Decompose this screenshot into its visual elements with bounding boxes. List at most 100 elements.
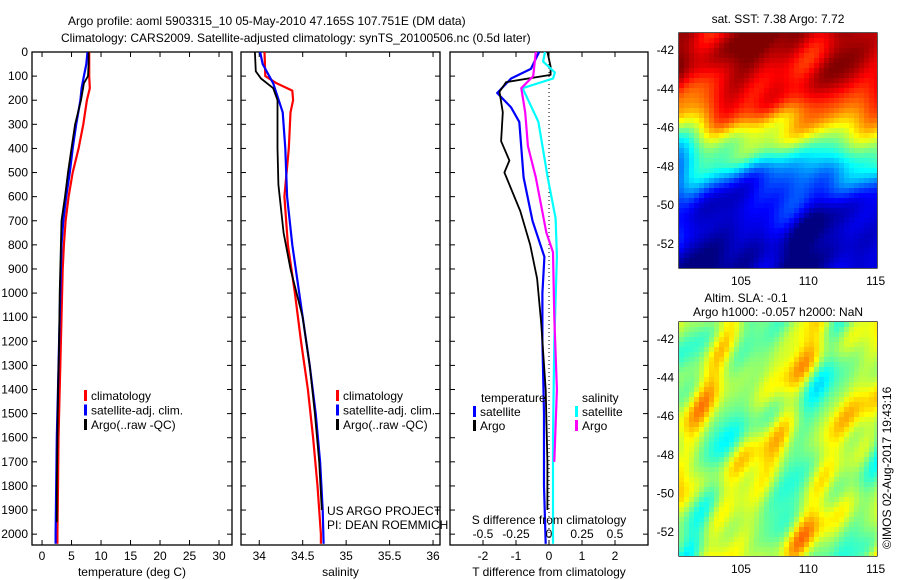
y-tick-label: 2000 [1, 527, 28, 541]
y-tick-label: 1400 [1, 383, 28, 397]
lon-tick-label: 115 [866, 274, 885, 288]
legend-label: satellite [480, 405, 521, 419]
x-tick-label: 25 [183, 549, 197, 563]
s-tick-label: 0.25 [570, 527, 594, 541]
lat-tick-label: -48 [657, 159, 675, 173]
x-tick-label: 34.5 [291, 549, 315, 563]
lat-tick-label: -44 [657, 82, 675, 96]
y-tick-label: 1200 [1, 334, 28, 348]
s-axis-label: S difference from climatology [472, 513, 627, 527]
pi-annotation: PI: DEAN ROEMMICH [327, 518, 448, 532]
y-tick-label: 400 [8, 141, 28, 155]
lon-tick-label: 105 [731, 562, 751, 576]
lat-tick-label: -50 [657, 486, 675, 500]
salinity-axes-frame [240, 51, 441, 546]
lon-tick-label: 105 [731, 274, 751, 288]
salinity-panel [240, 51, 441, 546]
x-tick-label: -1 [511, 549, 522, 563]
copyright-text: ©IMOS 02-Aug-2017 19:43:16 [880, 386, 894, 549]
sla-map-title: Altim. SLA: -0.1 [704, 291, 788, 305]
series-argo-raw-qc- [55, 52, 90, 523]
x-tick-label: 0 [39, 549, 46, 563]
series-satellite-adj-clim- [259, 51, 325, 544]
y-tick-label: 100 [8, 69, 28, 83]
temperature-axes-frame [31, 51, 233, 546]
legend-label: climatology [91, 389, 151, 403]
s-tick-label: -0.25 [502, 527, 530, 541]
y-tick-label: 200 [8, 93, 28, 107]
legend-swatch [473, 406, 476, 417]
x-tick-label: 30 [212, 549, 226, 563]
legend-label: Argo(..raw -QC) [91, 418, 176, 432]
figure-title-line1: Argo profile: aoml 5903315_10 05-May-201… [68, 14, 466, 28]
y-tick-label: 1900 [1, 503, 28, 517]
x-tick-label: 20 [153, 549, 167, 563]
legend-swatch [84, 419, 87, 430]
legend-swatch [336, 419, 339, 430]
legend-swatch [84, 404, 87, 416]
y-tick-label: 800 [8, 238, 28, 252]
lon-tick-label: 115 [866, 562, 885, 576]
legend-label: satellite [582, 405, 623, 419]
sla-heatmap [679, 322, 877, 556]
sst-map-title: sat. SST: 7.38 Argo: 7.72 [712, 12, 845, 26]
lat-tick-label: -44 [657, 371, 675, 385]
legend-label: Argo [480, 419, 506, 433]
y-tick-label: 1100 [2, 310, 28, 324]
y-tick-label: 1000 [1, 286, 28, 300]
sst-heatmap [679, 33, 877, 268]
y-tick-label: 1600 [1, 431, 28, 445]
s-tick-label: 0 [546, 527, 553, 541]
s-tick-label: 0.5 [607, 527, 624, 541]
legend-label: satellite-adj. clim. [91, 404, 183, 418]
y-tick-label: 900 [8, 262, 28, 276]
series-t-argo [498, 51, 552, 510]
lat-tick-label: -50 [657, 198, 675, 212]
lat-tick-label: -46 [657, 409, 675, 423]
lon-tick-label: 110 [799, 562, 818, 576]
x-axis-label: salinity [322, 565, 359, 579]
series-argo-raw-qc- [254, 51, 323, 511]
y-tick-label: 600 [8, 190, 28, 204]
legend-header: salinity [582, 391, 619, 405]
temperature-panel [31, 51, 233, 546]
y-tick-label: 300 [8, 117, 28, 131]
legend-swatch [336, 390, 339, 401]
x-tick-label: 1 [579, 549, 586, 563]
s-tick-label: -0.5 [473, 527, 494, 541]
y-tick-label: 500 [8, 166, 28, 180]
x-tick-label: 35 [339, 549, 353, 563]
lat-tick-label: -42 [657, 332, 675, 346]
legend-swatch [575, 420, 578, 431]
y-tick-label: 0 [21, 45, 28, 59]
y-tick-label: 1800 [1, 479, 28, 493]
lat-tick-label: -46 [657, 121, 675, 135]
series-climatology [56, 52, 91, 544]
legend-label: satellite-adj. clim. [343, 404, 435, 418]
legend-label: climatology [343, 389, 403, 403]
legend-swatch [575, 406, 578, 417]
y-tick-label: 1300 [1, 358, 28, 372]
lat-tick-label: -52 [657, 237, 675, 251]
lon-tick-label: 110 [799, 274, 818, 288]
legend-swatch [84, 390, 87, 401]
difference-axes-frame [449, 51, 649, 546]
x-tick-label: 35.5 [378, 549, 402, 563]
x-axis-label: T difference from climatology [472, 565, 626, 579]
legend-label: Argo(..raw -QC) [343, 418, 428, 432]
lat-tick-label: -48 [657, 448, 675, 462]
x-axis-label: temperature (deg C) [78, 565, 186, 579]
figure-title-line2: Climatology: CARS2009. Satellite-adjuste… [61, 31, 531, 45]
sla-map-subtitle: Argo h1000: -0.057 h2000: NaN [693, 305, 863, 319]
legend-header: temperature [481, 391, 546, 405]
x-tick-label: 34 [253, 549, 267, 563]
x-tick-label: 15 [124, 549, 138, 563]
difference-panel [449, 51, 649, 546]
legend-swatch [336, 404, 339, 416]
y-tick-label: 700 [8, 214, 28, 228]
lat-tick-label: -52 [657, 525, 675, 539]
series-climatology [263, 51, 322, 544]
x-tick-label: -2 [478, 549, 489, 563]
x-tick-label: 0 [546, 549, 553, 563]
